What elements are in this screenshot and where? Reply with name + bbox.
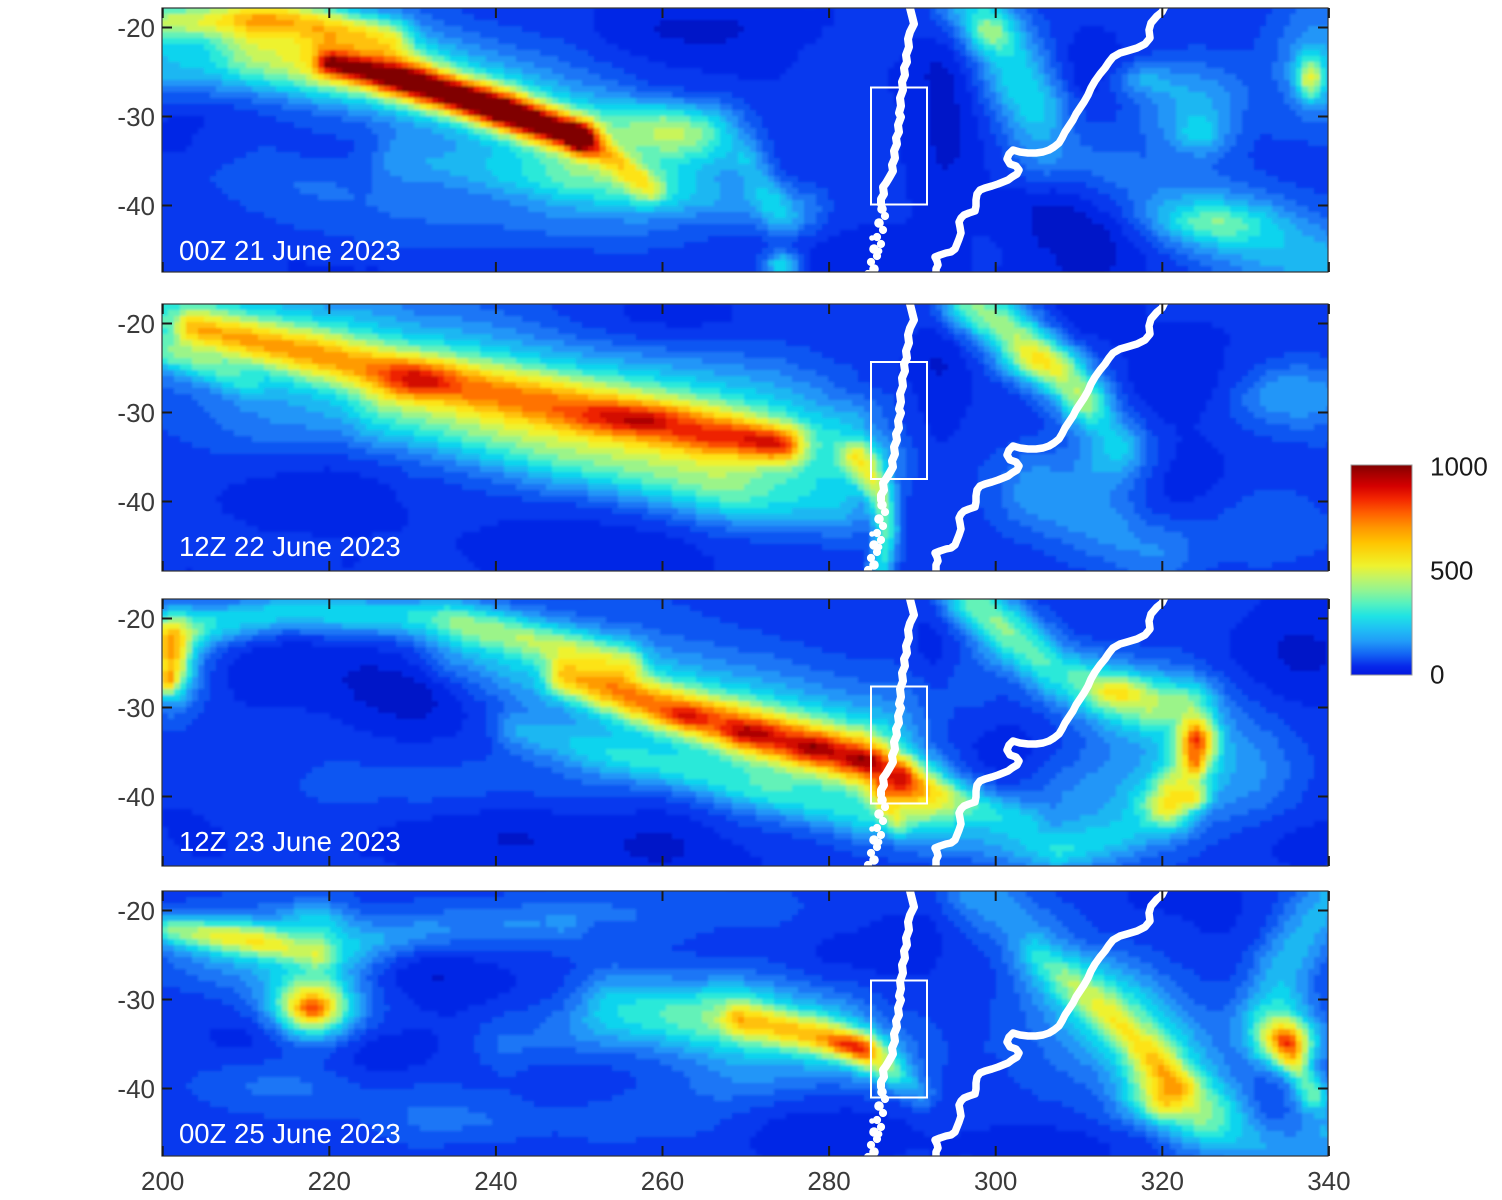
svg-text:0: 0 [1430, 660, 1444, 690]
svg-text:-30: -30 [117, 985, 155, 1015]
svg-text:1000: 1000 [1430, 452, 1488, 482]
svg-text:200: 200 [141, 1166, 184, 1196]
svg-text:12Z 23 June 2023: 12Z 23 June 2023 [179, 826, 401, 857]
svg-text:340: 340 [1307, 1166, 1350, 1196]
svg-text:500: 500 [1430, 556, 1473, 586]
svg-text:12Z 22 June 2023: 12Z 22 June 2023 [179, 531, 401, 562]
svg-text:-20: -20 [117, 896, 155, 926]
svg-text:280: 280 [807, 1166, 850, 1196]
svg-text:-40: -40 [117, 1074, 155, 1104]
svg-text:00Z 25 June 2023: 00Z 25 June 2023 [179, 1118, 401, 1149]
svg-text:-40: -40 [117, 782, 155, 812]
svg-text:-30: -30 [117, 102, 155, 132]
svg-text:320: 320 [1141, 1166, 1184, 1196]
svg-text:-20: -20 [117, 13, 155, 43]
svg-text:260: 260 [641, 1166, 684, 1196]
svg-text:-30: -30 [117, 398, 155, 428]
svg-text:300: 300 [974, 1166, 1017, 1196]
svg-text:-20: -20 [117, 309, 155, 339]
svg-text:240: 240 [474, 1166, 517, 1196]
svg-text:-40: -40 [117, 191, 155, 221]
svg-text:-40: -40 [117, 487, 155, 517]
svg-text:-30: -30 [117, 693, 155, 723]
svg-text:220: 220 [308, 1166, 351, 1196]
svg-text:-20: -20 [117, 604, 155, 634]
svg-text:00Z 21 June 2023: 00Z 21 June 2023 [179, 235, 401, 266]
